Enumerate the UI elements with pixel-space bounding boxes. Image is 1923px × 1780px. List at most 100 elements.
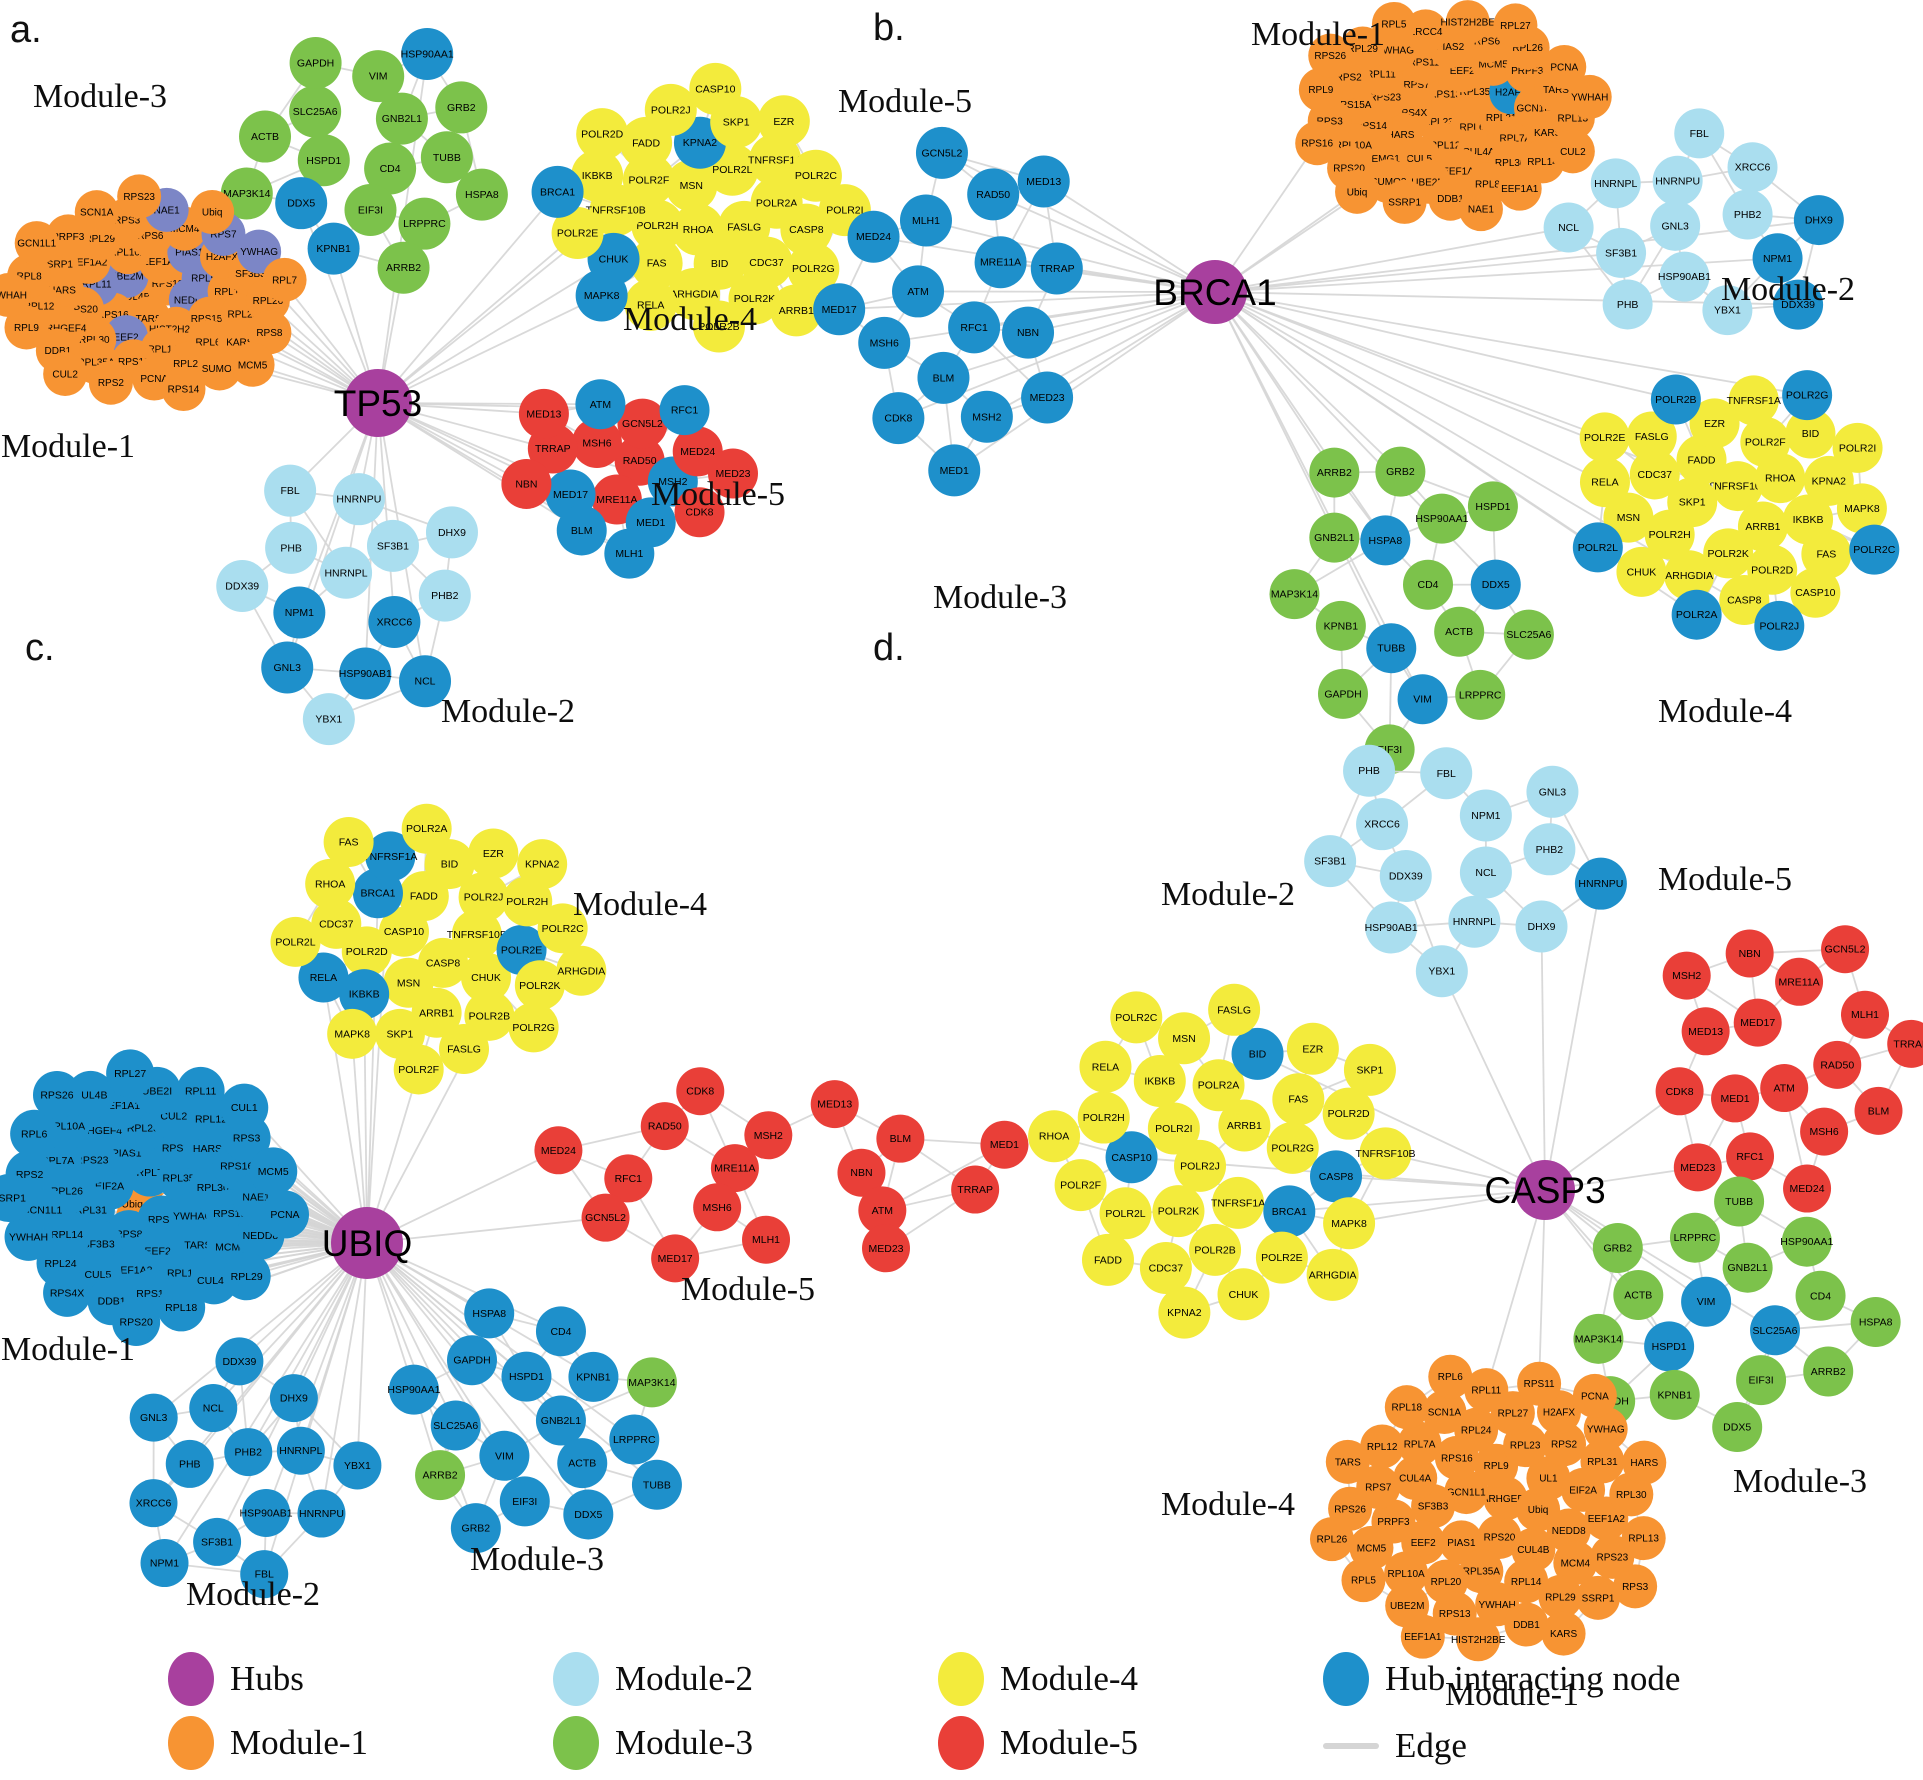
- node-ARHGDIA[interactable]: [556, 946, 606, 996]
- node-POLR2K[interactable]: [1152, 1185, 1204, 1237]
- node-FAS[interactable]: [1272, 1073, 1324, 1125]
- hub-node-UBIQ[interactable]: [331, 1207, 403, 1279]
- node-FAS[interactable]: [324, 817, 374, 867]
- node-MSH6[interactable]: [1800, 1108, 1848, 1156]
- node-FBL[interactable]: [1674, 108, 1724, 158]
- node-DDX39[interactable]: [1380, 850, 1432, 902]
- node-LRPPRC[interactable]: [1670, 1213, 1720, 1263]
- node-ACTB[interactable]: [239, 111, 291, 163]
- node-MLH1[interactable]: [900, 194, 952, 246]
- node-MSH2[interactable]: [1663, 952, 1711, 1000]
- node-DDX39[interactable]: [216, 560, 268, 612]
- node-EZR[interactable]: [1287, 1023, 1339, 1075]
- node-RAD50[interactable]: [967, 168, 1019, 220]
- node-NPM1[interactable]: [141, 1539, 189, 1587]
- node-BLM[interactable]: [557, 505, 607, 555]
- node-PHB2[interactable]: [224, 1428, 272, 1476]
- node-SLC25A6[interactable]: [1750, 1305, 1800, 1355]
- node-CASP8[interactable]: [1310, 1150, 1362, 1202]
- node-TARS[interactable]: [1326, 1440, 1370, 1484]
- node-MSH6[interactable]: [858, 317, 910, 369]
- node-NPM1[interactable]: [1460, 789, 1512, 841]
- node-MED17[interactable]: [1734, 999, 1782, 1047]
- node-KARS[interactable]: [1542, 1612, 1586, 1656]
- node-RPL7[interactable]: [263, 258, 307, 302]
- node-KPNA2[interactable]: [517, 839, 567, 889]
- node-RPL29[interactable]: [223, 1252, 271, 1300]
- node-ATM[interactable]: [892, 265, 944, 317]
- node-HSPA8[interactable]: [1360, 515, 1410, 565]
- node-YBX1[interactable]: [303, 693, 355, 745]
- node-ARRB2[interactable]: [415, 1450, 465, 1500]
- node-CDC37[interactable]: [1140, 1242, 1192, 1294]
- node-MRE11A[interactable]: [975, 236, 1027, 288]
- node-NCL[interactable]: [189, 1384, 237, 1432]
- node-HSPA8[interactable]: [456, 169, 508, 221]
- node-POLR2I[interactable]: [1148, 1102, 1200, 1154]
- node-GAPDH[interactable]: [447, 1335, 497, 1385]
- node-GNL3[interactable]: [130, 1394, 178, 1442]
- node-SCN1A[interactable]: [75, 190, 119, 234]
- node-ARRB2[interactable]: [378, 242, 430, 294]
- node-MAP3K14[interactable]: [1269, 569, 1319, 619]
- node-SF3B1[interactable]: [1304, 835, 1356, 887]
- node-ACTB[interactable]: [557, 1438, 607, 1488]
- node-RELA[interactable]: [1079, 1041, 1131, 1093]
- node-MLH1[interactable]: [742, 1216, 790, 1264]
- node-MED13[interactable]: [1682, 1007, 1730, 1055]
- node-SF3B1[interactable]: [193, 1518, 241, 1566]
- node-POLR2J[interactable]: [645, 84, 697, 136]
- node-RPS4X[interactable]: [43, 1269, 91, 1317]
- node-POLR2L[interactable]: [1100, 1187, 1152, 1239]
- node-RFC1[interactable]: [948, 301, 1000, 353]
- node-HSPD1[interactable]: [1644, 1321, 1694, 1371]
- node-RPL6[interactable]: [1428, 1355, 1472, 1399]
- node-NCL[interactable]: [1544, 203, 1594, 253]
- node-LRPPRC[interactable]: [609, 1415, 659, 1465]
- node-DDX5[interactable]: [1471, 560, 1521, 610]
- node-MED23[interactable]: [1674, 1143, 1722, 1191]
- node-HARS[interactable]: [1622, 1441, 1666, 1485]
- node-HNRNPL[interactable]: [277, 1427, 325, 1475]
- node-RPL18[interactable]: [157, 1283, 205, 1331]
- node-POLR2C[interactable]: [1110, 991, 1162, 1043]
- node-VIM[interactable]: [352, 50, 404, 102]
- node-MLH1[interactable]: [604, 529, 654, 579]
- node-PHB[interactable]: [166, 1440, 214, 1488]
- node-MED23[interactable]: [862, 1224, 910, 1272]
- node-KPNB1[interactable]: [1650, 1370, 1700, 1420]
- node-HNRNPU[interactable]: [333, 473, 385, 525]
- node-POLR2B[interactable]: [1189, 1224, 1241, 1276]
- node-CASP10[interactable]: [689, 63, 741, 115]
- node-YBX1[interactable]: [333, 1441, 381, 1489]
- node-MAP3K14[interactable]: [627, 1357, 677, 1407]
- node-RPS26[interactable]: [33, 1071, 81, 1119]
- node-EIF3I[interactable]: [344, 184, 396, 236]
- node-NBN[interactable]: [501, 459, 551, 509]
- node-PHB[interactable]: [265, 522, 317, 574]
- node-ATM[interactable]: [1760, 1064, 1808, 1112]
- node-RPL13[interactable]: [1622, 1516, 1666, 1560]
- node-TUBB[interactable]: [1714, 1177, 1764, 1227]
- node-POLR2G[interactable]: [509, 1002, 559, 1052]
- node-BLM[interactable]: [1855, 1087, 1903, 1135]
- node-XRCC6[interactable]: [1356, 798, 1408, 850]
- node-MED24[interactable]: [534, 1126, 582, 1174]
- node-TUBB[interactable]: [1366, 623, 1416, 673]
- node-DHX9[interactable]: [270, 1374, 318, 1422]
- node-PHB[interactable]: [1343, 745, 1395, 797]
- node-HSP90AB1[interactable]: [1659, 252, 1709, 302]
- node-RPS3[interactable]: [1613, 1564, 1657, 1608]
- node-XRCC6[interactable]: [129, 1479, 177, 1527]
- node-GNB2L1[interactable]: [1309, 513, 1359, 563]
- node-GNL3[interactable]: [261, 642, 313, 694]
- node-FBL[interactable]: [1420, 747, 1472, 799]
- node-POLR2G[interactable]: [1267, 1122, 1319, 1174]
- node-CHUK[interactable]: [1616, 547, 1666, 597]
- node-MAP3K14[interactable]: [1573, 1314, 1623, 1364]
- node-SLC25A6[interactable]: [431, 1401, 481, 1451]
- node-POLR2D[interactable]: [576, 108, 628, 160]
- node-KPNB1[interactable]: [568, 1352, 618, 1402]
- node-RELA[interactable]: [1580, 457, 1630, 507]
- node-PHB[interactable]: [1603, 279, 1653, 329]
